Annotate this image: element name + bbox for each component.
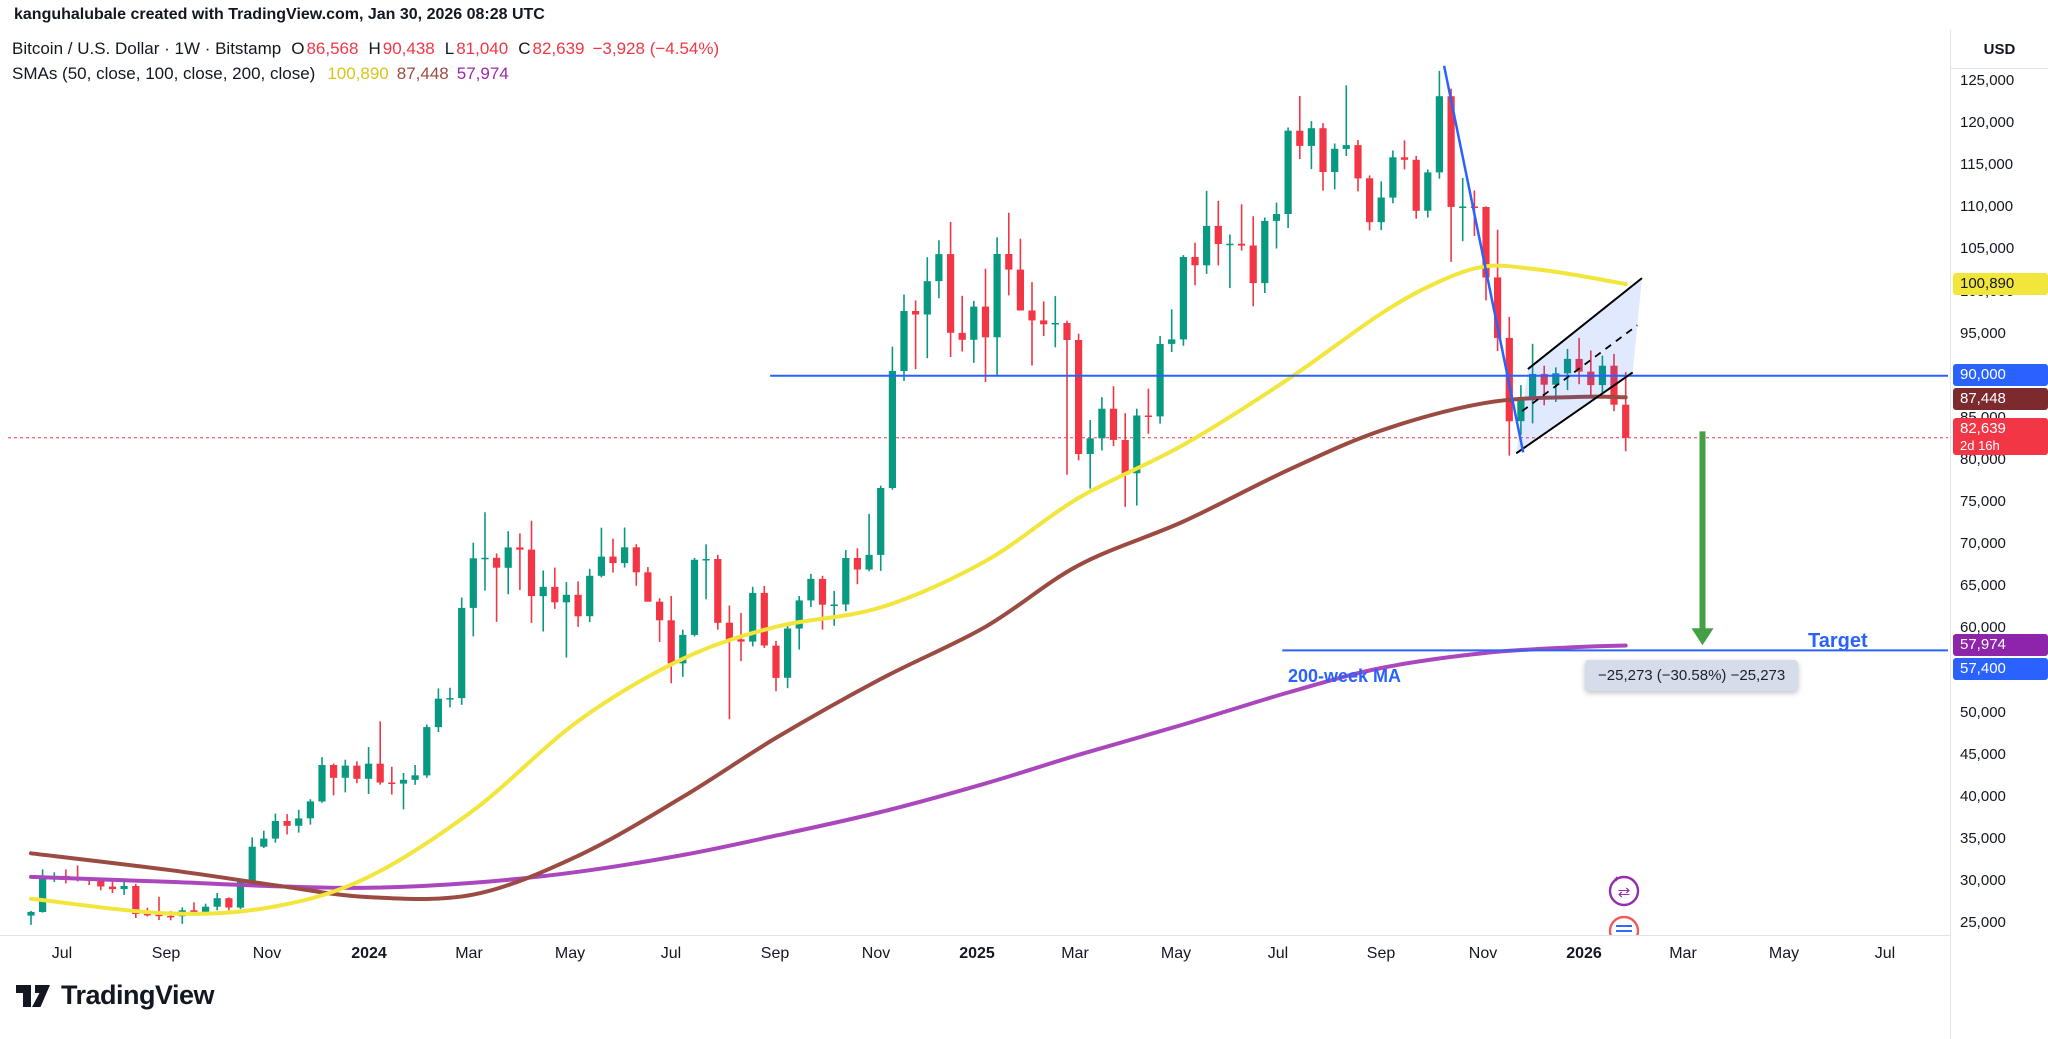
sma200-value: 57,974 bbox=[456, 63, 509, 83]
target-arrow[interactable] bbox=[1691, 431, 1714, 646]
parallel-channel-fill[interactable] bbox=[1516, 278, 1642, 454]
price-tick: 120,000 bbox=[1960, 114, 2015, 132]
time-label-mar: Mar bbox=[1061, 945, 1089, 962]
price-tick: 95,000 bbox=[1960, 324, 2006, 342]
time-axis[interactable]: Jul Sep Nov 2024 Mar May Jul Sep Nov 2025 Mar May Ju… bbox=[0, 935, 1950, 978]
price-tick: 35,000 bbox=[1960, 829, 2006, 847]
tradingview-logo[interactable]: TradingView bbox=[16, 980, 215, 1011]
svg-text:✦: ✦ bbox=[1613, 874, 1621, 884]
price-plot[interactable] bbox=[0, 30, 1950, 935]
sma100-value: 87,448 bbox=[396, 63, 449, 83]
price-tick: 115,000 bbox=[1960, 156, 2014, 174]
chart-watermark: ⇄ ✦ bbox=[1606, 873, 1642, 949]
sma50-value: 100,890 bbox=[327, 63, 389, 83]
candles[interactable] bbox=[27, 70, 1630, 925]
currency-exchange-icon: ⇄ ✦ bbox=[1608, 874, 1640, 907]
time-label-nov: Nov bbox=[252, 945, 282, 962]
time-label-jul: Jul bbox=[1874, 945, 1896, 962]
high-label: H bbox=[368, 38, 381, 58]
attribution-text: kanguhalubale created with TradingView.c… bbox=[14, 6, 545, 23]
downtrend-line[interactable] bbox=[1442, 65, 1525, 453]
time-label-may: May bbox=[1768, 945, 1800, 962]
close-value: 82,639 bbox=[532, 38, 585, 58]
sma-legend-row: SMAs (50, close, 100, close, 200, close)… bbox=[12, 61, 719, 86]
sma-indicator-title[interactable]: SMAs (50, close, 100, close, 200, close) bbox=[12, 63, 316, 83]
svg-text:⇄: ⇄ bbox=[1618, 884, 1631, 901]
measure-tool-label[interactable]: −25,273 (−30.58%) −25,273 bbox=[1585, 660, 1799, 691]
channel-mid-line bbox=[1521, 324, 1638, 412]
time-label-2024: 2024 bbox=[351, 945, 387, 962]
price-tick: 65,000 bbox=[1960, 577, 2006, 595]
axis-currency-label: USD bbox=[1951, 30, 2048, 69]
time-label-may: May bbox=[554, 945, 586, 962]
price-tick: 50,000 bbox=[1960, 703, 2006, 721]
price-tick: 45,000 bbox=[1960, 745, 2006, 763]
price-tick: 105,000 bbox=[1960, 240, 2015, 258]
low-value: 81,040 bbox=[456, 38, 509, 58]
time-label-2025: 2025 bbox=[959, 945, 995, 962]
time-label-jul: Jul bbox=[51, 945, 73, 962]
high-value: 90,438 bbox=[382, 38, 435, 58]
symbol-title[interactable]: Bitcoin / U.S. Dollar · 1W · Bitstamp bbox=[12, 38, 282, 58]
time-label-jul: Jul bbox=[1267, 945, 1289, 962]
channel-upper-line[interactable] bbox=[1527, 277, 1643, 370]
price-badge-87448: 87,448 bbox=[1953, 388, 2048, 411]
sma200-line[interactable] bbox=[29, 643, 1628, 890]
price-badge-57400: 57,400 bbox=[1953, 658, 2048, 681]
time-label-sep: Sep bbox=[760, 945, 790, 962]
price-tick: 60,000 bbox=[1960, 619, 2006, 637]
target-label[interactable]: Target bbox=[1808, 630, 1868, 652]
price-badge-82639: 82,639 2d 16h bbox=[1953, 417, 2048, 455]
price-tick: 75,000 bbox=[1960, 493, 2006, 511]
change-value: −3,928 (−4.54%) bbox=[592, 38, 720, 58]
time-label-jul: Jul bbox=[660, 945, 682, 962]
time-label-nov: Nov bbox=[1468, 945, 1498, 962]
price-tick: 40,000 bbox=[1960, 787, 2006, 805]
tradingview-mark-icon bbox=[16, 984, 50, 1007]
open-label: O bbox=[291, 38, 305, 58]
time-label-sep: Sep bbox=[151, 945, 181, 962]
price-tick: 25,000 bbox=[1960, 914, 2006, 932]
open-value: 86,568 bbox=[306, 38, 359, 58]
sma50-line[interactable] bbox=[29, 263, 1628, 916]
channel-lower-line[interactable] bbox=[1515, 371, 1634, 455]
price-badge-100890: 100,890 bbox=[1953, 272, 2048, 295]
ma-200-week-label[interactable]: 200-week MA bbox=[1288, 666, 1402, 686]
price-tick: 125,000 bbox=[1960, 72, 2015, 90]
time-label-mar: Mar bbox=[1669, 945, 1697, 962]
tradingview-logo-text: TradingView bbox=[61, 980, 215, 1010]
price-tick: 110,000 bbox=[1960, 198, 2014, 216]
candle-countdown: 2d 16h bbox=[1960, 437, 2000, 453]
attribution-bar: kanguhalubale created with TradingView.c… bbox=[0, 0, 2048, 30]
price-badge-57974: 57,974 bbox=[1953, 634, 2048, 657]
price-tick: 80,000 bbox=[1960, 451, 2006, 469]
price-badge-90000: 90,000 bbox=[1953, 364, 2048, 387]
close-label: C bbox=[518, 38, 531, 58]
price-tick: 70,000 bbox=[1960, 535, 2006, 553]
time-label-nov: Nov bbox=[861, 945, 891, 962]
time-label-may: May bbox=[1160, 945, 1192, 962]
low-label: L bbox=[444, 38, 455, 58]
price-axis[interactable]: USD 125,000 120,000 115,000 110,000 105,000 1… bbox=[1950, 30, 2048, 1039]
price-tick: 30,000 bbox=[1960, 872, 2006, 890]
time-label-2026: 2026 bbox=[1566, 945, 1602, 962]
time-label-sep: Sep bbox=[1366, 945, 1396, 962]
time-label-mar: Mar bbox=[455, 945, 483, 962]
